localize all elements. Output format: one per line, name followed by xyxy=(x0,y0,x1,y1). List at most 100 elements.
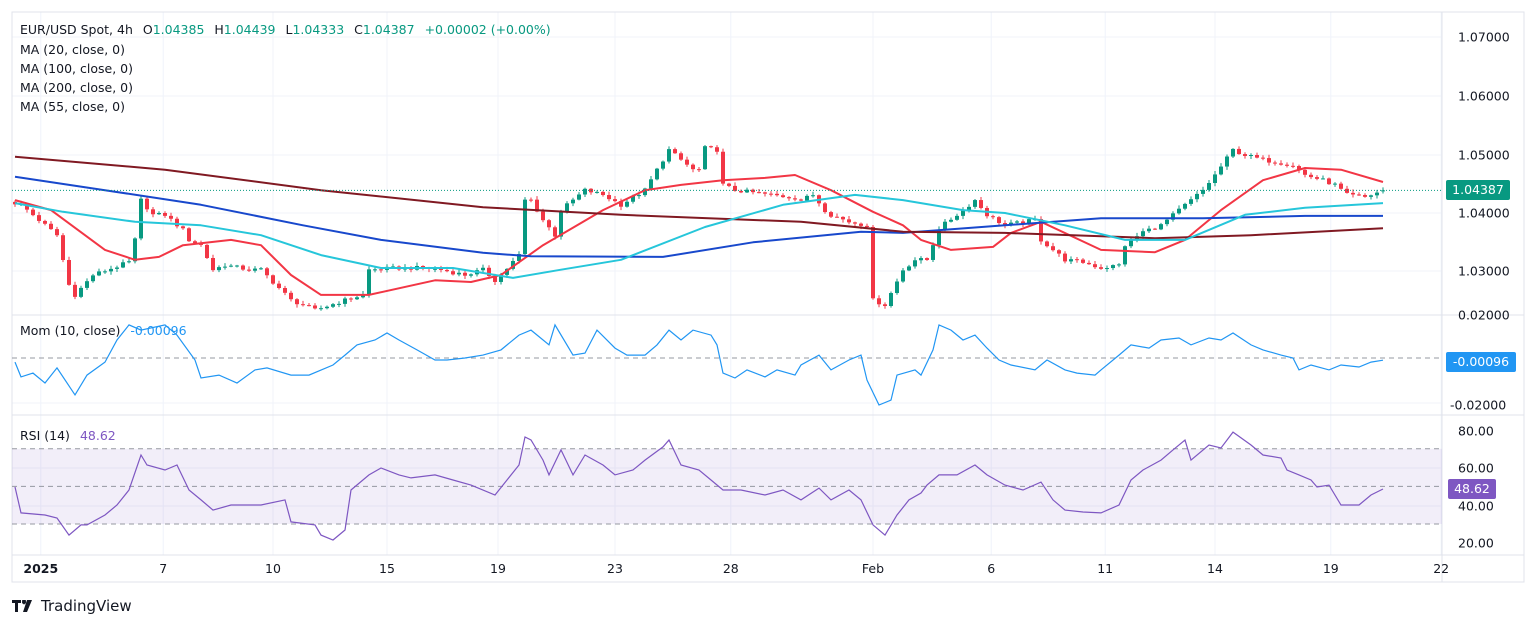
candle-down xyxy=(295,299,299,305)
candle-up xyxy=(967,206,971,210)
candle-up xyxy=(583,188,587,195)
candle-down xyxy=(553,227,557,237)
candle-up xyxy=(331,304,335,307)
candle-up xyxy=(355,297,359,300)
candle-up xyxy=(457,272,461,275)
time-axis-label: 19 xyxy=(490,561,506,576)
candle-down xyxy=(1351,192,1355,195)
candle-down xyxy=(1039,219,1043,242)
candle-down xyxy=(823,203,827,213)
symbol-title[interactable]: EUR/USD Spot, 4h xyxy=(20,22,133,37)
candle-up xyxy=(895,281,899,294)
candle-down xyxy=(379,269,383,271)
candle-down xyxy=(613,199,617,202)
candle-up xyxy=(253,268,257,271)
tradingview-logo-icon xyxy=(12,600,32,612)
candle-up xyxy=(1231,148,1235,157)
candle-up xyxy=(1129,239,1133,247)
candle-down xyxy=(73,284,77,297)
candle-down xyxy=(463,272,467,276)
rsi-axis-label: 80.00 xyxy=(1458,423,1494,439)
rsi-legend[interactable]: RSI (14) 48.62 xyxy=(20,426,116,445)
candle-down xyxy=(865,225,869,227)
candle-down xyxy=(211,258,215,271)
candle-up xyxy=(1321,178,1325,180)
candle-up xyxy=(955,215,959,220)
time-axis-label: 7 xyxy=(159,561,168,576)
candle-down xyxy=(529,199,533,201)
candle-up xyxy=(577,194,581,200)
time-axis-label: 22 xyxy=(1433,561,1450,576)
candle-down xyxy=(829,212,833,217)
candle-up xyxy=(319,308,323,310)
candle-up xyxy=(901,270,905,282)
candle-up xyxy=(223,266,227,268)
candle-up xyxy=(85,281,89,288)
candle-up xyxy=(391,266,395,268)
ma55-legend[interactable]: MA (55, close, 0) xyxy=(20,99,126,114)
moving-average-line xyxy=(14,167,1384,296)
candle-up xyxy=(937,229,941,246)
candle-up xyxy=(661,161,665,169)
candle-down xyxy=(757,192,761,194)
candle-up xyxy=(217,267,221,271)
candle-up xyxy=(1369,195,1373,197)
rsi-label: RSI (14) xyxy=(20,428,70,443)
candle-up xyxy=(1117,264,1121,266)
candle-down xyxy=(835,216,839,218)
candle-down xyxy=(313,305,317,309)
ma100-legend[interactable]: MA (100, close, 0) xyxy=(20,61,133,76)
candle-down xyxy=(169,215,173,219)
candle-down xyxy=(1153,228,1157,230)
candle-down xyxy=(751,189,755,193)
tradingview-logo[interactable]: TradingView xyxy=(12,597,132,615)
candle-up xyxy=(655,168,659,180)
ma200-legend[interactable]: MA (200, close, 0) xyxy=(20,80,133,95)
candle-down xyxy=(877,298,881,305)
candle-up xyxy=(919,258,923,261)
candle-down xyxy=(793,198,797,200)
candle-down xyxy=(241,265,245,270)
candle-down xyxy=(1081,259,1085,263)
candle-up xyxy=(961,209,965,216)
rsi-value: 48.62 xyxy=(79,428,116,443)
candle-up xyxy=(1069,259,1073,262)
candle-down xyxy=(1273,162,1277,164)
candle-up xyxy=(373,269,377,271)
candle-up xyxy=(667,149,671,162)
candle-up xyxy=(139,198,143,239)
candle-down xyxy=(1285,164,1289,166)
candle-down xyxy=(709,146,713,148)
price-pane[interactable] xyxy=(12,144,1442,311)
candle-up xyxy=(523,199,527,255)
candle-down xyxy=(1363,195,1367,197)
momentum-legend[interactable]: Mom (10, close) -0.00096 xyxy=(20,321,187,340)
candle-up xyxy=(1105,268,1109,270)
rsi-axis-label: 40.00 xyxy=(1458,498,1494,514)
candle-up xyxy=(1159,224,1163,230)
candle-up xyxy=(1201,189,1205,194)
candle-up xyxy=(511,260,515,269)
candle-up xyxy=(103,271,107,273)
time-axis-label: 6 xyxy=(987,561,996,576)
candle-down xyxy=(349,298,353,300)
candle-up xyxy=(805,195,809,201)
candle-down xyxy=(1003,223,1007,226)
candle-down xyxy=(145,198,149,210)
open-label: O xyxy=(142,22,153,37)
candle-down xyxy=(1063,253,1067,262)
ma20-legend[interactable]: MA (20, close, 0) xyxy=(20,42,126,57)
candle-down xyxy=(679,153,683,160)
candle-down xyxy=(307,305,311,307)
candle-up xyxy=(565,203,569,212)
brand-name: TradingView xyxy=(41,597,132,615)
price-axis-label: 1.05000 xyxy=(1458,147,1510,163)
candle-up xyxy=(1213,174,1217,184)
candle-down xyxy=(31,209,35,216)
candle-down xyxy=(271,275,275,284)
candle-up xyxy=(1195,193,1199,200)
candle-up xyxy=(973,200,977,207)
time-axis-label: 11 xyxy=(1097,561,1114,576)
